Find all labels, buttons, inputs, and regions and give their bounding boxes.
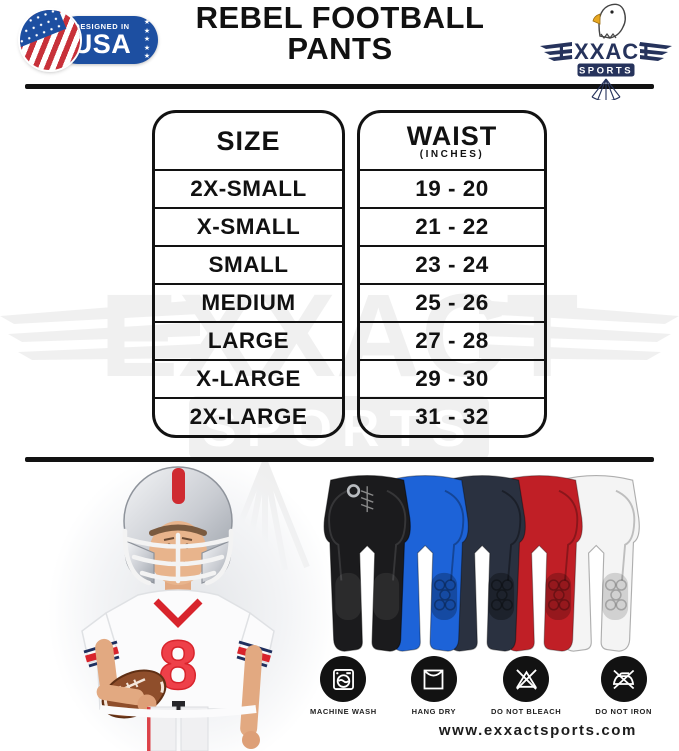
usa-badge-designed-in-label: DESIGNED IN	[74, 22, 130, 31]
football	[95, 638, 167, 719]
page-title-line1: REBEL FOOTBALL	[195, 0, 485, 35]
pant-belt-ring	[346, 484, 361, 498]
pant-color-lineup	[314, 468, 659, 656]
logo-tail-fan	[591, 78, 621, 102]
care-label-machine-wash: MACHINE WASH	[310, 707, 377, 716]
waist-row-x-large: 29 - 30	[360, 361, 544, 399]
size-column-header: SIZE	[155, 113, 342, 171]
section-divider	[25, 457, 654, 462]
helmet-stripe	[172, 468, 185, 504]
waist-row-x-small: 21 - 22	[360, 209, 544, 247]
helmet-facemask	[122, 528, 234, 586]
do-not-bleach-icon	[503, 656, 550, 702]
website-url: www.exxactsports.com	[438, 722, 637, 739]
player-pants	[99, 705, 257, 751]
size-row-2x-small: 2X-SMALL	[155, 171, 342, 209]
size-header-label: SIZE	[216, 126, 281, 156]
size-row-medium: MEDIUM	[155, 285, 342, 323]
care-label-hang-dry: HANG DRY	[411, 707, 457, 716]
usa-flag-icon	[20, 10, 80, 70]
size-row-x-small: X-SMALL	[155, 209, 342, 247]
size-row-x-large: X-LARGE	[155, 361, 342, 399]
logo-wings	[540, 42, 672, 61]
jersey-tag	[172, 701, 185, 710]
designed-in-usa-badge: DESIGNED IN USA ★ ★ ★ ★ ★	[20, 8, 160, 72]
player-photo: 8	[52, 461, 332, 751]
waist-row-small: 23 - 24	[360, 247, 544, 285]
page-title: REBEL FOOTBALL PANTS	[130, 2, 550, 64]
logo-brand-text: EXXACT	[558, 39, 653, 64]
waist-row-2x-small: 19 - 20	[360, 171, 544, 209]
care-label-do-not-iron: DO NOT IRON	[595, 707, 652, 716]
waist-row-2x-large: 31 - 32	[415, 404, 489, 429]
care-instructions: MACHINE WASH HANG DRY DO NOT BLEACH	[310, 656, 652, 716]
waist-row-medium: 25 - 26	[360, 285, 544, 323]
size-row-2x-large: 2X-LARGE	[189, 404, 308, 429]
care-item-do-not-iron: DO NOT IRON	[595, 656, 652, 716]
exxact-sports-logo: EXXACT SPORTS	[538, 0, 674, 102]
waist-row-large: 27 - 28	[360, 323, 544, 361]
waist-header-sub-label: (INCHES)	[419, 148, 485, 160]
pant-black	[323, 475, 411, 652]
header-divider	[25, 84, 654, 89]
usa-flag-canton	[20, 10, 67, 49]
care-label-do-not-bleach: DO NOT BLEACH	[490, 707, 562, 716]
waist-header-label: WAIST	[406, 120, 498, 151]
usa-badge-stars: ★ ★ ★ ★ ★	[143, 19, 151, 60]
page-title-line2: PANTS	[287, 31, 393, 66]
usa-badge-usa-label: USA	[72, 29, 132, 59]
eagle-icon	[592, 3, 626, 39]
size-row-large: LARGE	[155, 323, 342, 361]
machine-wash-icon	[320, 656, 367, 702]
pant-laces	[360, 486, 374, 513]
hang-dry-icon	[410, 656, 457, 702]
do-not-iron-icon	[600, 656, 647, 702]
care-item-do-not-bleach: DO NOT BLEACH	[491, 656, 561, 716]
size-column: SIZE 2X-SMALL X-SMALL SMALL MEDIUM LARGE…	[152, 110, 345, 438]
waist-column: WAIST (INCHES) 19 - 20 21 - 22 23 - 24 2…	[357, 110, 547, 438]
size-row-small: SMALL	[155, 247, 342, 285]
logo-sub-text: SPORTS	[579, 66, 633, 77]
watermark-brand-text: EXXACT	[100, 270, 579, 402]
football-helmet	[122, 466, 234, 586]
care-item-machine-wash: MACHINE WASH	[310, 656, 377, 716]
care-item-hang-dry: HANG DRY	[410, 656, 457, 716]
waist-column-header: WAIST (INCHES)	[360, 113, 544, 171]
